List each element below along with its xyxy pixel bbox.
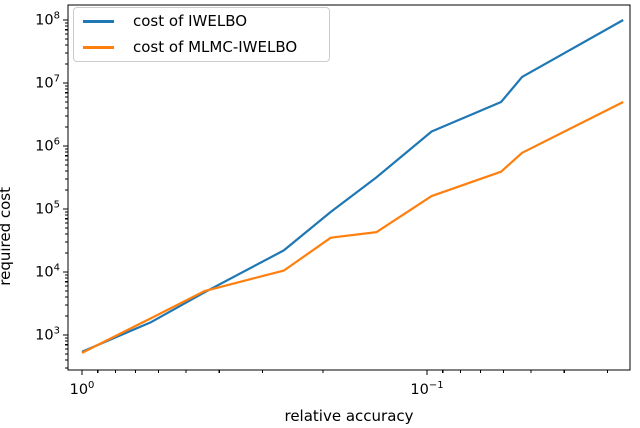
y-tick-label: 103 (35, 326, 60, 344)
legend: cost of IWELBO cost of MLMC-IWELBO (73, 7, 330, 62)
series-line-iwelbo (81, 19, 624, 353)
legend-item-iwelbo: cost of IWELBO (74, 10, 329, 34)
x-tick-label: 100 (70, 380, 95, 398)
y-axis-label-text: required cost (0, 187, 14, 286)
y-tick-label: 107 (35, 74, 60, 92)
legend-line-sample-mlmc-iwelbo (83, 45, 114, 49)
legend-label-mlmc-iwelbo: cost of MLMC-IWELBO (133, 37, 298, 56)
series-line-mlmc-iwelbo (81, 101, 624, 354)
legend-item-mlmc-iwelbo: cost of MLMC-IWELBO (74, 35, 329, 59)
y-tick-label: 106 (35, 137, 60, 155)
axes-box (67, 4, 631, 371)
y-tick-label: 108 (35, 11, 60, 29)
legend-label-iwelbo: cost of IWELBO (133, 12, 248, 31)
x-tick-label: 10−1 (410, 380, 443, 398)
x-axis-label: relative accuracy (284, 407, 414, 425)
y-tick-label: 105 (35, 200, 60, 218)
legend-line-sample-iwelbo (83, 20, 114, 24)
y-tick-label: 104 (35, 263, 60, 281)
